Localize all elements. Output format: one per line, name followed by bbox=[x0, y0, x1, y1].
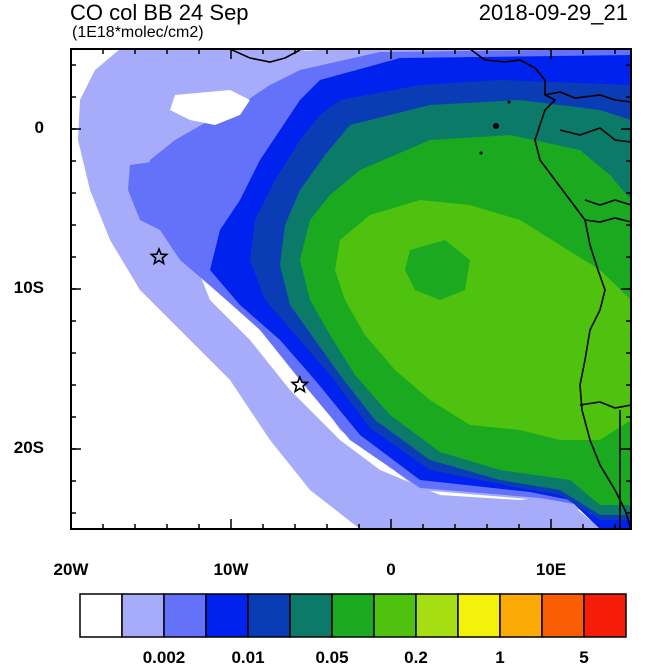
colorbar-swatch bbox=[457, 593, 501, 638]
coastline bbox=[229, 49, 631, 529]
island-sao-tome bbox=[479, 151, 483, 155]
colorbar-tick-label: 0.05 bbox=[315, 648, 349, 667]
colorbar-swatch bbox=[541, 593, 585, 638]
station-star-north-icon bbox=[149, 246, 169, 266]
x-tick-label: 20W bbox=[53, 560, 89, 579]
contour-level-2b bbox=[128, 160, 175, 230]
x-tick-label: 10E bbox=[535, 560, 567, 579]
colorbar-tick-label: 1 bbox=[495, 648, 505, 667]
y-tick-label: 10S bbox=[13, 278, 44, 297]
colorbar-swatch bbox=[121, 593, 165, 638]
colorbar-swatch bbox=[247, 593, 291, 638]
ocean-north-white bbox=[170, 90, 250, 125]
colorbar-swatch bbox=[163, 593, 207, 638]
colorbar-swatch bbox=[499, 593, 543, 638]
map-units: (1E18*molec/cm2) bbox=[72, 24, 204, 41]
contour-level-7-hole bbox=[405, 240, 470, 300]
colorbar-swatch bbox=[205, 593, 249, 638]
co-field bbox=[78, 49, 631, 529]
island-small bbox=[507, 100, 511, 104]
island-bioko bbox=[493, 123, 499, 129]
x-tick-label: 0 bbox=[386, 560, 396, 579]
colorbar-swatch bbox=[331, 593, 375, 638]
colorbar-swatch bbox=[79, 593, 123, 638]
y-tick-label: 0 bbox=[34, 118, 44, 137]
station-star-south-icon bbox=[290, 374, 310, 394]
colorbar-tick-label: 0.2 bbox=[404, 648, 428, 667]
colorbar-swatch bbox=[373, 593, 417, 638]
y-tick-label: 20S bbox=[13, 438, 44, 457]
colorbar-swatch bbox=[415, 593, 459, 638]
contour-level-1 bbox=[78, 49, 631, 529]
x-tick-label: 10W bbox=[213, 560, 249, 579]
map-timestamp: 2018-09-29_21 bbox=[478, 0, 628, 25]
axis-ticks bbox=[70, 49, 631, 529]
map-title: CO col BB 24 Sep bbox=[70, 0, 249, 25]
colorbar-swatch bbox=[583, 593, 627, 638]
colorbar-tick-label: 0.002 bbox=[142, 648, 186, 667]
station-markers bbox=[149, 246, 310, 394]
colorbar-swatch bbox=[289, 593, 333, 638]
colorbar-tick-label: 0.01 bbox=[231, 648, 265, 667]
colorbar-tick-label: 5 bbox=[579, 648, 589, 667]
